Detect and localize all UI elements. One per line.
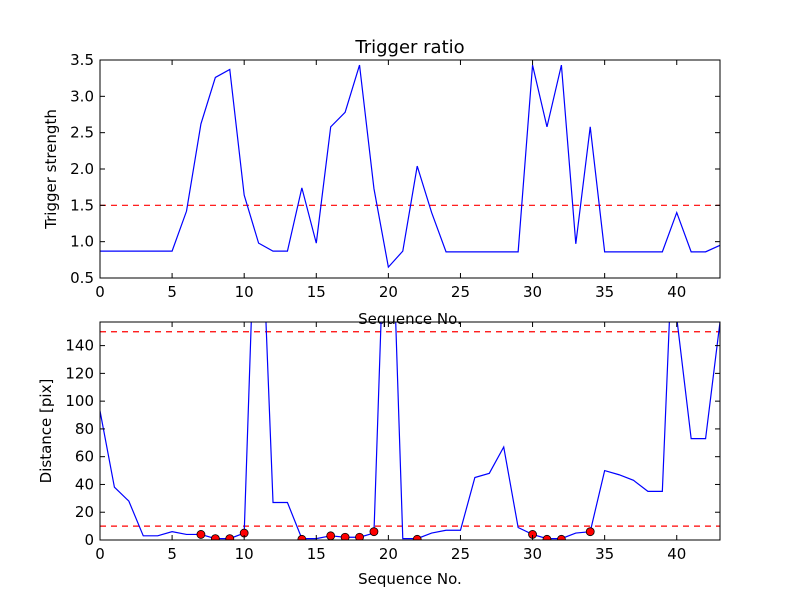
y-tick-label: 2.5 [70,124,94,142]
y-axis-label-trigger: Trigger strength [42,109,60,230]
x-tick-label: 10 [235,283,254,301]
x-axis-label-trigger: Sequence No. [358,310,462,328]
x-tick-label: 40 [667,545,686,563]
x-tick-label: 20 [379,545,398,563]
data-point [542,534,552,540]
x-tick-label: 10 [235,545,254,563]
y-tick-label: 60 [75,448,94,466]
y-tick-label: 40 [75,475,94,493]
x-tick-label: 15 [307,283,326,301]
x-tick-label: 5 [167,545,177,563]
data-point [225,534,235,540]
y-tick-label: 80 [75,420,94,438]
axes-frame-trigger [99,59,721,279]
y-tick-label: 1.0 [70,233,94,251]
x-tick-label: 30 [523,545,542,563]
x-tick-label: 0 [95,545,105,563]
data-point [355,532,364,540]
y-tick-label: 120 [65,364,94,382]
data-point [297,534,307,540]
data-point [556,534,566,540]
x-axis-label-distance: Sequence No. [358,570,462,588]
x-tick-label: 40 [667,283,686,301]
x-tick-label: 35 [595,283,614,301]
y-tick-label: 2.0 [70,160,94,178]
x-tick-label: 30 [523,283,542,301]
y-tick-label: 3.0 [70,87,94,105]
x-tick-label: 25 [451,283,470,301]
plot-area-distance: 0 5 10 15 20 25 30 35 40 0 20 40 60 80 100 120 140 [65,322,720,563]
chart-title: Trigger ratio [354,37,464,58]
chart-trigger-ratio: Trigger ratio 0 5 10 15 20 25 30 35 40 0.5 1.0 1.5 2… [42,37,721,328]
x-tick-label: 15 [307,545,326,563]
y-tick-label: 0 [84,531,94,549]
y-tick-label: 3.5 [70,51,94,69]
plot-area-trigger: 0 5 10 15 20 25 30 35 40 0.5 1.0 1.5 2.0 2.5 3.0 3.5 [70,51,720,301]
data-point [585,527,595,537]
x-tick-label: 5 [167,283,177,301]
x-tick-label: 20 [379,283,398,301]
data-point [369,527,379,537]
x-tick-label: 25 [451,545,470,563]
y-tick-label: 100 [65,392,94,410]
data-layer [100,64,720,269]
data-point [210,534,220,540]
y-axis-label-distance: Distance [pix] [37,379,55,484]
axes-frame-distance [99,321,721,541]
x-tick-label: 0 [95,283,105,301]
y-tick-label: 1.5 [70,196,94,214]
y-tick-label: 140 [65,337,94,355]
data-point [326,531,336,540]
series-line [100,64,720,269]
y-tick-label: 20 [75,503,94,521]
data-layer [100,322,720,540]
data-point [340,532,350,540]
data-point [196,530,206,539]
data-point [412,534,422,540]
chart-distance: 0 5 10 15 20 25 30 35 40 0 20 40 60 80 100 120 140 Seque… [37,321,721,588]
y-tick-label: 0.5 [70,269,94,287]
x-tick-label: 35 [595,545,614,563]
